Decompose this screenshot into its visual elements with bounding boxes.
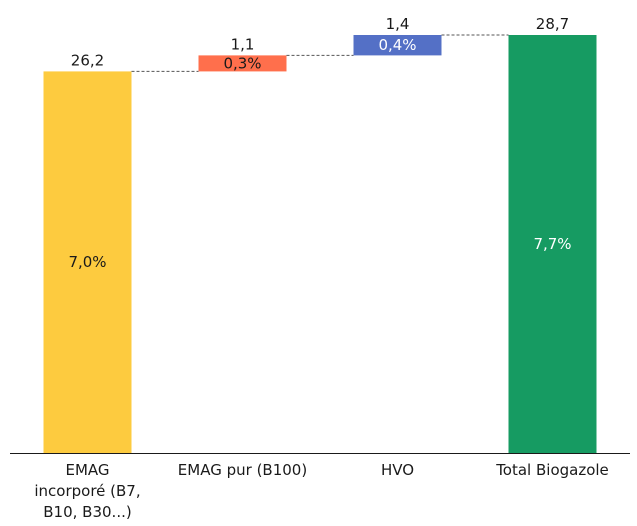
share-label-3: 0,4%	[378, 36, 416, 54]
share-labels: 7,0% 0,3% 0,4% 7,7%	[68, 36, 571, 271]
share-label-2: 0,3%	[223, 54, 261, 72]
category-label-4-line-1: Total Biogazole	[495, 461, 609, 479]
value-label-1: 26,2	[71, 51, 104, 69]
value-labels: 26,2 1,1 1,4 28,7	[71, 15, 569, 69]
connector-lines	[131, 34, 509, 72]
value-label-3: 1,4	[386, 15, 410, 33]
bars	[43, 35, 597, 454]
category-labels: EMAG incorporé (B7, B10, B30...) EMAG pur (…	[34, 461, 608, 521]
bar-1	[43, 71, 132, 454]
category-label-1-line-2: incorporé (B7,	[34, 482, 140, 500]
category-label-3-line-1: HVO	[381, 461, 414, 479]
bar-3	[353, 35, 442, 56]
value-label-2: 1,1	[231, 35, 255, 53]
bar-2	[198, 55, 287, 72]
category-label-2-line-1: EMAG pur (B100)	[178, 461, 307, 479]
share-label-4: 7,7%	[533, 235, 571, 253]
category-label-1-line-3: B10, B30...)	[43, 503, 131, 521]
value-label-4: 28,7	[536, 15, 569, 33]
category-label-1-line-1: EMAG	[65, 461, 109, 479]
share-label-1: 7,0%	[68, 253, 106, 271]
bar-4	[508, 35, 597, 453]
